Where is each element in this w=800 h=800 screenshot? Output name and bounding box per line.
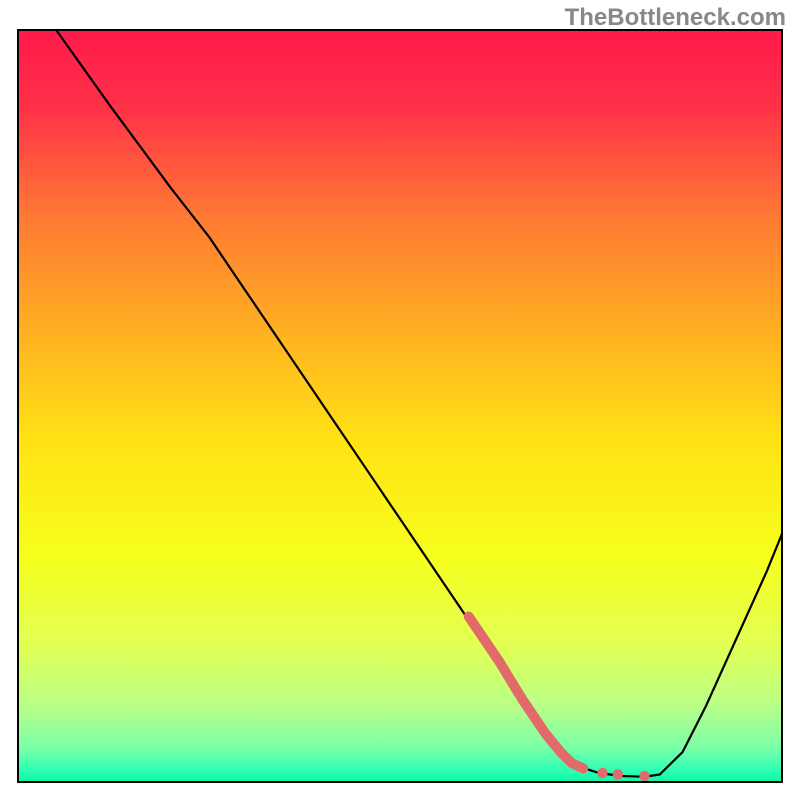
highlight-dot — [613, 769, 623, 779]
bottleneck-chart — [0, 0, 800, 800]
chart-container: TheBottleneck.com — [0, 0, 800, 800]
watermark-text: TheBottleneck.com — [565, 4, 786, 32]
chart-background — [18, 30, 782, 782]
highlight-dot — [597, 768, 607, 778]
highlight-dot — [639, 771, 649, 781]
